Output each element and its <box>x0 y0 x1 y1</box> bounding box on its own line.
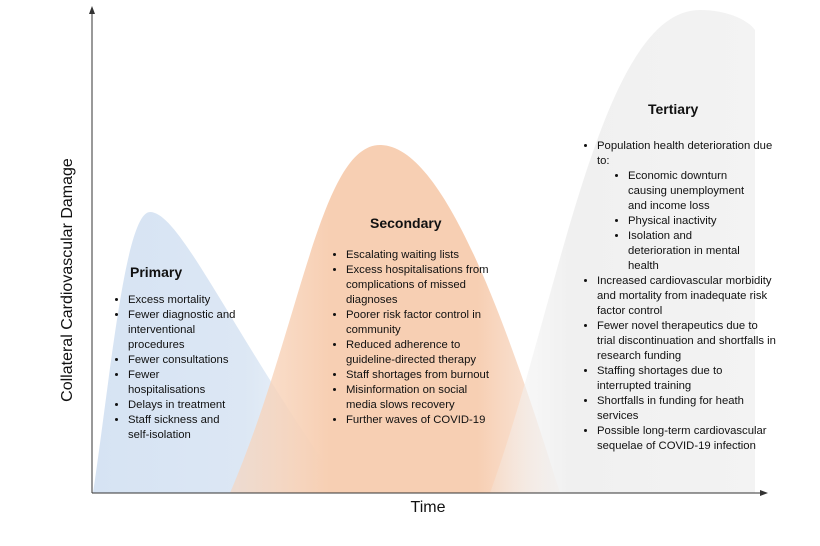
bullet-text: Population health deterioration due to: <box>597 140 773 167</box>
bullet-text: Excess mortality <box>128 294 211 306</box>
bullet-item: Staff sickness and self-isolation <box>128 413 238 443</box>
section-title: Secondary <box>370 215 442 231</box>
secondary-wave <box>230 145 560 493</box>
bullet-text: Fewer diagnostic and interventional proc… <box>128 309 236 351</box>
bullet-text: Excess hospitalisations from complicatio… <box>346 264 489 306</box>
bullet-item: Excess hospitalisations from complicatio… <box>346 263 496 308</box>
bullet-item: Fewer consultations <box>128 353 238 368</box>
bullet-text: Reduced adherence to guideline-directed … <box>346 339 476 366</box>
bullet-text: Staff shortages from burnout <box>346 369 489 381</box>
section-title: Primary <box>130 264 183 280</box>
bullet-item: Possible long-term cardiovascular sequel… <box>597 424 779 454</box>
bullet-list: Escalating waiting lists Excess hospitali… <box>333 248 496 428</box>
bullet-text: Fewer consultations <box>128 354 229 366</box>
y-arrow <box>89 6 95 14</box>
bullet-text: Shortfalls in funding for heath services <box>597 395 744 422</box>
bullet-item: Excess mortality <box>128 293 238 308</box>
bullet-item: Fewer novel therapeutics due to trial di… <box>597 319 779 364</box>
bullet-text: Possible long-term cardiovascular sequel… <box>597 425 767 452</box>
bullet-item: Staffing shortages due to interrupted tr… <box>597 364 779 394</box>
sub-list: Economic downturn causing unemployment a… <box>597 169 753 274</box>
bullet-text: Delays in treatment <box>128 399 226 411</box>
bullet-text: Escalating waiting lists <box>346 249 460 261</box>
bullet-item: Population health deterioration due to:E… <box>597 139 779 274</box>
bullet-item: Further waves of COVID-19 <box>346 413 496 428</box>
bullet-item: Reduced adherence to guideline-directed … <box>346 338 496 368</box>
bullet-text: Poorer risk factor control in community <box>346 309 481 336</box>
sub-item: Physical inactivity <box>628 214 753 229</box>
bullet-text: Staff sickness and self-isolation <box>128 414 220 441</box>
bullet-item: Delays in treatment <box>128 398 238 413</box>
bullet-text: Misinformation on social media slows rec… <box>346 384 468 411</box>
bullet-item: Escalating waiting lists <box>346 248 496 263</box>
y-axis-label: Collateral Cardiovascular Damage <box>59 158 76 402</box>
bullet-list: Excess mortality Fewer diagnostic and int… <box>115 293 238 443</box>
bullet-item: Poorer risk factor control in community <box>346 308 496 338</box>
tertiary-wave <box>490 10 755 493</box>
bullet-text: Fewer hospitalisations <box>128 369 206 396</box>
x-arrow <box>760 490 768 496</box>
bullet-item: Staff shortages from burnout <box>346 368 496 383</box>
sub-item: Isolation and deterioration in mental he… <box>628 229 753 274</box>
bullet-item: Increased cardiovascular morbidity and m… <box>597 274 779 319</box>
section-title: Tertiary <box>648 101 699 117</box>
bullet-item: Misinformation on social media slows rec… <box>346 383 496 413</box>
bullet-text: Fewer novel therapeutics due to trial di… <box>597 320 776 362</box>
bullet-item: Fewer hospitalisations <box>128 368 238 398</box>
bullet-list: Population health deterioration due to:E… <box>584 139 779 454</box>
sub-item: Economic downturn causing unemployment a… <box>628 169 753 214</box>
bullet-text: Further waves of COVID-19 <box>346 414 486 426</box>
bullet-item: Shortfalls in funding for heath services <box>597 394 779 424</box>
x-axis-label: Time <box>410 499 446 516</box>
bullet-text: Increased cardiovascular morbidity and m… <box>597 275 772 317</box>
bullet-item: Fewer diagnostic and interventional proc… <box>128 308 238 353</box>
bullet-text: Staffing shortages due to interrupted tr… <box>597 365 723 392</box>
